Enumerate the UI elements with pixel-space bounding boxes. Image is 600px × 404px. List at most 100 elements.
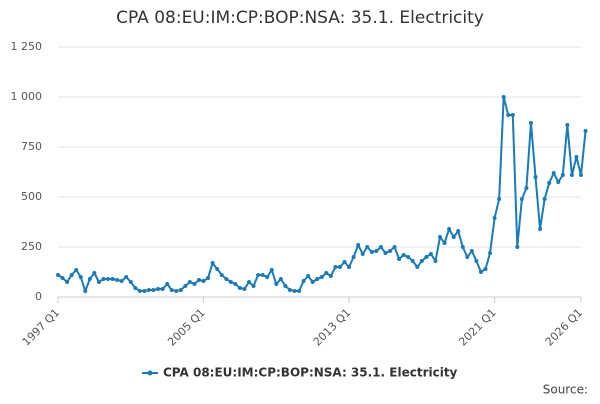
point — [538, 227, 543, 231]
point — [74, 268, 79, 272]
point — [124, 275, 129, 279]
point — [65, 280, 70, 284]
point — [160, 287, 165, 291]
point — [483, 267, 488, 271]
point — [87, 277, 92, 281]
y-tick-label: 1 000 — [11, 90, 43, 103]
point — [265, 275, 270, 279]
point — [101, 277, 106, 281]
point — [137, 289, 142, 293]
point — [215, 267, 220, 271]
point — [374, 249, 379, 253]
point — [369, 250, 374, 254]
point — [310, 280, 315, 284]
point — [365, 245, 370, 249]
point — [392, 245, 397, 249]
point — [224, 277, 229, 281]
point — [438, 235, 443, 239]
point — [401, 253, 406, 257]
point — [78, 275, 83, 279]
y-tick-label: 250 — [21, 240, 42, 253]
point — [306, 274, 311, 278]
point — [378, 245, 383, 249]
point — [351, 255, 356, 259]
point — [319, 275, 324, 279]
x-tick-label: 1997 Q1 — [20, 306, 63, 349]
point — [501, 95, 506, 99]
point — [278, 277, 283, 281]
point — [165, 282, 170, 286]
point — [256, 273, 261, 277]
point — [542, 197, 547, 201]
point — [169, 288, 174, 292]
point — [415, 265, 420, 269]
x-tick-label: 2021 Q1 — [456, 306, 499, 349]
x-tick-label: 2005 Q1 — [165, 306, 208, 349]
point — [569, 173, 574, 177]
point — [474, 259, 479, 263]
point — [69, 273, 74, 277]
point — [274, 282, 279, 286]
point — [178, 288, 183, 292]
point — [565, 123, 570, 127]
point — [96, 280, 101, 284]
point — [146, 288, 151, 292]
source: Source: — [543, 383, 588, 397]
point — [233, 282, 238, 286]
point — [506, 113, 511, 117]
point — [283, 284, 288, 288]
point — [115, 278, 120, 282]
point — [174, 289, 179, 293]
point — [556, 180, 561, 184]
point — [456, 229, 461, 233]
point — [410, 259, 415, 263]
point — [533, 175, 538, 179]
point — [315, 277, 320, 281]
point — [447, 227, 452, 231]
point — [228, 280, 233, 284]
point — [260, 273, 265, 277]
point — [524, 186, 529, 190]
point — [206, 276, 211, 280]
point — [460, 245, 465, 249]
point — [119, 279, 124, 283]
point — [324, 271, 329, 275]
point — [106, 277, 111, 281]
point — [419, 259, 424, 263]
legend-marker — [147, 370, 153, 376]
point — [269, 268, 274, 272]
line — [57, 96, 587, 295]
point — [342, 260, 347, 264]
point — [251, 284, 256, 288]
point — [515, 245, 520, 249]
point — [583, 129, 588, 133]
point — [497, 197, 502, 201]
point — [551, 171, 556, 175]
point — [196, 278, 201, 282]
point — [151, 288, 156, 292]
x-tick-label: 2013 Q1 — [311, 306, 354, 349]
point — [451, 235, 456, 239]
legend-label: CPA 08:EU:IM:CP:BOP:NSA: 35.1. Electrici… — [163, 366, 458, 380]
point — [547, 181, 552, 185]
point — [328, 274, 333, 278]
point — [347, 265, 352, 269]
chart-title: CPA 08:EU:IM:CP:BOP:NSA: 35.1. Electrici… — [116, 8, 484, 28]
point — [356, 243, 361, 247]
point — [301, 279, 306, 283]
point — [333, 265, 338, 269]
point — [424, 255, 429, 259]
point — [247, 280, 252, 284]
point — [406, 255, 411, 259]
point — [292, 289, 297, 293]
y-tick-label: 500 — [21, 190, 42, 203]
point — [242, 287, 247, 291]
point — [297, 289, 302, 293]
y-tick-label: 0 — [35, 290, 42, 303]
point — [83, 289, 88, 293]
point — [192, 282, 197, 286]
y-tick-label: 1 250 — [11, 40, 43, 53]
point — [201, 279, 206, 283]
point — [465, 255, 470, 259]
